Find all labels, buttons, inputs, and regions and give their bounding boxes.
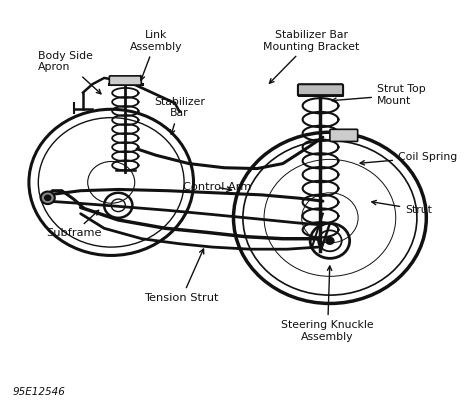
Text: Strut Top
Mount: Strut Top Mount: [332, 84, 426, 106]
Text: Stabilizer Bar
Mounting Bracket: Stabilizer Bar Mounting Bracket: [263, 30, 359, 83]
Circle shape: [41, 191, 55, 204]
Text: Tension Strut: Tension Strut: [145, 249, 219, 303]
Text: Control Arm: Control Arm: [183, 182, 251, 192]
FancyBboxPatch shape: [109, 76, 141, 85]
Circle shape: [44, 194, 52, 201]
Text: Strut: Strut: [372, 200, 432, 215]
Text: Steering Knuckle
Assembly: Steering Knuckle Assembly: [281, 266, 374, 342]
Text: Stabilizer
Bar: Stabilizer Bar: [154, 97, 205, 134]
Text: Subframe: Subframe: [46, 210, 101, 238]
Text: Coil Spring: Coil Spring: [360, 152, 457, 165]
Text: Link
Assembly: Link Assembly: [130, 30, 182, 80]
Circle shape: [325, 237, 335, 245]
Text: Body Side
Apron: Body Side Apron: [38, 51, 101, 94]
FancyBboxPatch shape: [330, 129, 358, 142]
Text: 95E12546: 95E12546: [12, 388, 65, 398]
FancyBboxPatch shape: [298, 84, 343, 96]
